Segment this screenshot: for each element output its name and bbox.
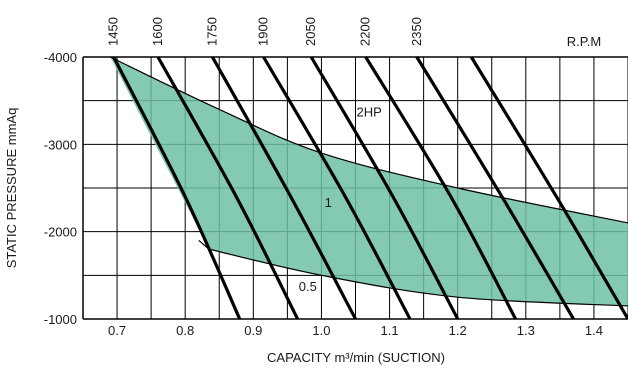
rpm-curve-1750: [211, 56, 357, 320]
hp-annotation: 1: [325, 195, 332, 210]
x-tick-label: 0.9: [244, 323, 262, 338]
annotations: 2HP 1 0.5: [299, 104, 382, 294]
rpm-label: 1450: [106, 17, 121, 46]
rpm-curve-extra: [469, 56, 628, 320]
x-tick-label: 1.0: [312, 323, 330, 338]
x-tick-label: 1.2: [449, 323, 467, 338]
rpm-label: 1750: [204, 17, 219, 46]
hp-annotation: 0.5: [299, 279, 317, 294]
rpm-curve-1600: [156, 56, 300, 320]
rpm-axis-label: R.P.M: [567, 34, 601, 49]
rpm-curve-2200: [364, 56, 518, 320]
region-upper-boundary: [109, 56, 628, 224]
y-tick-label: -3000: [44, 137, 77, 152]
y-tick-label: -2000: [44, 225, 77, 240]
rpm-label: 1600: [150, 17, 165, 46]
plot-frame: [82, 56, 628, 320]
rpm-label: 2050: [303, 17, 318, 46]
rpm-tick-labels: 1450 1600 1750 1900 2050 2200 2350: [106, 17, 424, 46]
x-tick-label: 0.8: [176, 323, 194, 338]
rpm-label: 2350: [409, 17, 424, 46]
x-tick-label: 1.4: [585, 323, 603, 338]
hp-annotation: 2HP: [356, 104, 381, 119]
rpm-label: 1900: [256, 17, 271, 46]
y-tick-label: -4000: [44, 50, 77, 65]
rpm-label: 2200: [358, 17, 373, 46]
rpm-curve-2050: [309, 56, 460, 320]
x-tick-label: 1.1: [381, 323, 399, 338]
x-tick-label: 0.7: [108, 323, 126, 338]
y-axis-title: STATIC PRESSURE mmAq: [4, 108, 19, 269]
y-tick-labels: -4000 -3000 -2000 -1000: [44, 50, 77, 327]
rpm-curves: [112, 56, 628, 320]
x-tick-labels: 0.7 0.8 0.9 1.0 1.1 1.2 1.3 1.4: [108, 323, 603, 338]
x-tick-label: 1.3: [517, 323, 535, 338]
rpm-curve-1450: [112, 56, 242, 320]
rpm-curve-2350: [415, 56, 575, 320]
x-axis-title: CAPACITY m³/min (SUCTION): [267, 350, 445, 365]
rpm-curve-1900: [262, 56, 412, 320]
y-tick-label: -1000: [44, 312, 77, 327]
